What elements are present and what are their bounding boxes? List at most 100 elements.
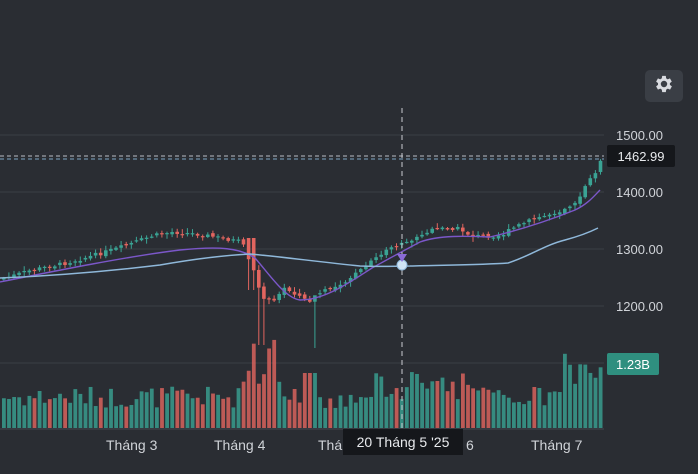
volume-bar [155,407,159,428]
volume-bar [338,395,343,428]
volume-bar [149,388,154,428]
volume-bar [292,388,297,428]
volume-bar [568,364,572,428]
candle [155,233,159,236]
candle [32,269,37,272]
candle [318,293,322,295]
volume-bar [573,383,577,428]
volume-bar [532,387,537,428]
candle [83,257,88,260]
volume-bar [88,386,93,428]
volume-bar [598,367,603,428]
volume-bar [343,406,348,428]
volume-bar [415,373,419,428]
candle [328,287,332,290]
candle [2,278,6,280]
candle [343,282,348,284]
candle [323,289,327,292]
candle [68,263,72,265]
volume-bar [506,397,511,428]
volume-bar [195,397,200,428]
volume-bar [78,393,83,428]
volume-bar [348,394,353,428]
volume-bar [552,391,557,428]
candle [216,236,220,238]
volume-bar [522,404,526,428]
candle [338,284,343,289]
volume-bar [246,370,251,428]
volume-bar [471,388,475,428]
candle [267,298,271,300]
settings-button[interactable] [645,70,683,102]
candle [58,262,62,266]
volume-bar [206,386,210,428]
candle [292,291,297,295]
candle [527,219,531,223]
candle [195,233,200,236]
candle [440,227,445,230]
volume-bar [124,406,129,428]
volume-bar [37,390,42,428]
candle [563,208,567,214]
candle [246,238,251,260]
fast-moving-average [0,189,601,301]
volume-bar [165,393,169,428]
candle [98,252,103,256]
candle [262,286,266,299]
candle [12,274,16,278]
candle [134,240,139,242]
volume-bar [450,381,455,428]
volume-bar [63,398,67,428]
candle [144,237,149,239]
event-marker-icon [397,254,407,262]
candle [277,293,281,300]
volume-bar [455,399,460,428]
volume-bar [287,399,292,428]
volume-bar [58,393,62,428]
volume-bar [7,398,11,428]
volume-bar [277,381,282,428]
volume-bar [104,407,108,428]
candle [27,270,32,273]
volume-bar [512,402,516,428]
candle [593,173,598,179]
candle [175,231,179,234]
volume-bar [129,404,134,428]
candle [200,236,205,238]
candle [114,247,118,250]
volume-bar [425,388,430,428]
candle [461,227,465,232]
volume-bar [517,401,521,428]
volume-badge: 1.23B [607,353,659,375]
volume-bar [369,396,373,428]
volume-bar [527,400,532,428]
candle [190,233,195,235]
volume-bar [318,397,322,428]
candle [542,215,547,218]
candle [333,286,338,291]
volume-bar [180,389,185,428]
candle [231,239,236,241]
volume-bar [430,381,435,428]
volume-bar [12,397,16,428]
x-tick-label: Tháng 4 [214,437,266,453]
volume-bar [435,380,440,428]
volume-bar [267,348,271,428]
candle [93,252,98,256]
volume-bar [17,397,22,428]
volume-bar [404,387,409,428]
candle [353,272,358,279]
candle [557,212,562,215]
candle [435,227,440,230]
volume-bar [160,388,164,428]
y-tick-label: 1200.00 [616,299,663,314]
volume-bar [323,407,328,428]
candle [486,233,491,238]
volume-bar [501,394,506,428]
volume-bar [262,374,266,428]
gear-icon [653,73,675,100]
volume-bar [496,390,501,428]
volume-bar [389,393,394,428]
